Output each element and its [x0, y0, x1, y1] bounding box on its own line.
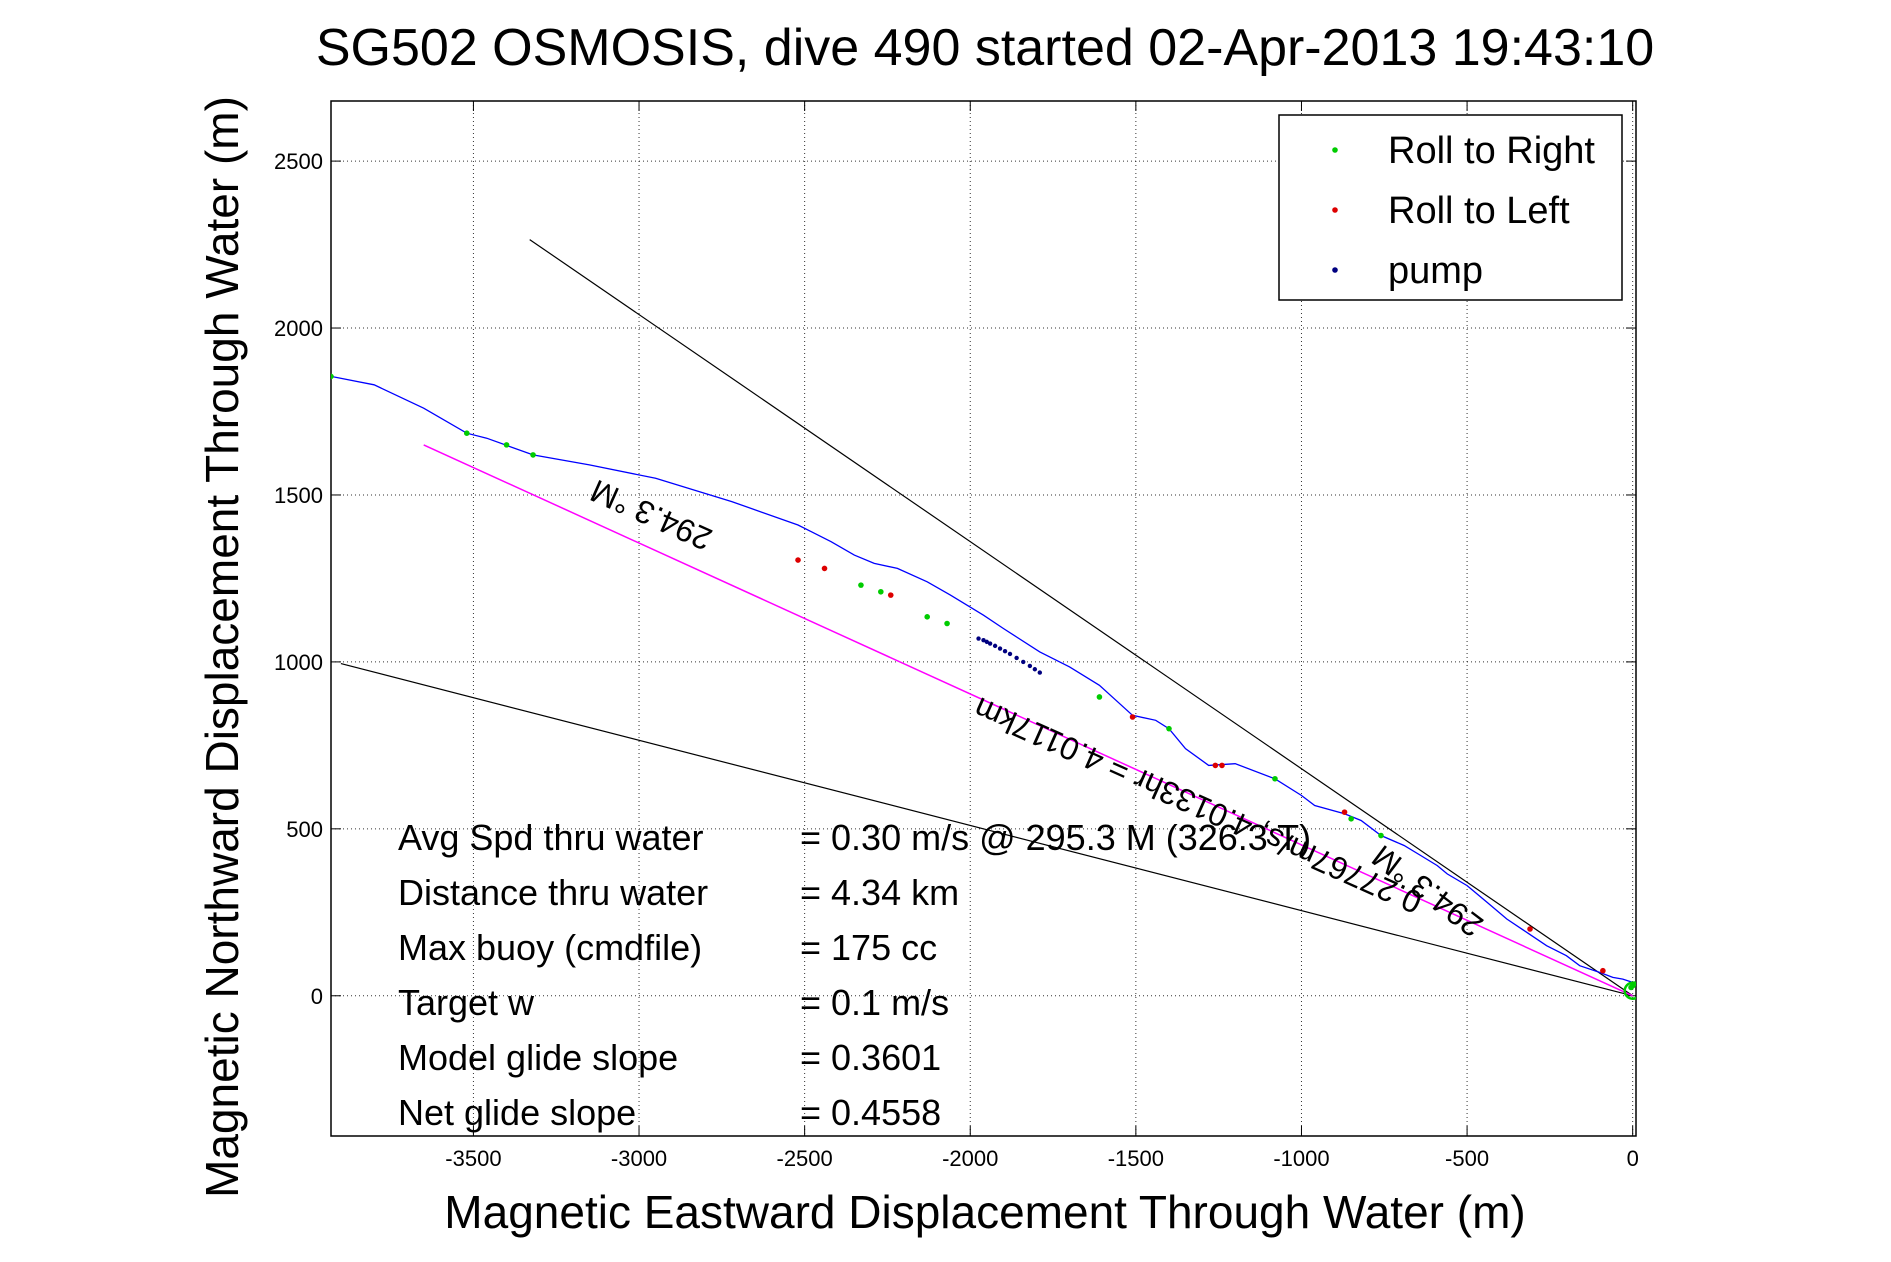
- y-tick-label: 1500: [274, 483, 323, 508]
- pump-point: [1037, 670, 1043, 675]
- roll-right-point: [944, 620, 950, 627]
- x-tick-label: -2500: [777, 1146, 833, 1171]
- roll-right-point: [530, 452, 536, 458]
- bound-line: [340, 663, 1633, 997]
- stat-label: Net glide slope: [398, 1092, 636, 1133]
- stat-value: = 4.34 km: [800, 872, 959, 913]
- x-tick-label: 0: [1627, 1146, 1639, 1171]
- stat-value: = 0.3601: [800, 1037, 941, 1078]
- y-tick-label: 1000: [274, 650, 323, 675]
- dive-end-circle: [1623, 981, 1636, 1001]
- net-displacement-line: [423, 444, 1634, 997]
- roll-right-point: [1096, 694, 1103, 700]
- roll-left-point: [1341, 809, 1348, 815]
- roll-left-point: [1129, 714, 1136, 720]
- pump-point: [1007, 651, 1013, 657]
- roll-right-point: [1348, 816, 1354, 822]
- pump-point: [1032, 667, 1038, 672]
- roll-right-point: [1272, 775, 1278, 782]
- stat-value: = 0.4558: [800, 1092, 941, 1133]
- roll-left-point: [887, 592, 894, 598]
- pump-point: [1021, 659, 1026, 665]
- x-tick-label: -500: [1445, 1146, 1489, 1171]
- legend-marker: [1332, 207, 1338, 213]
- x-tick-label: -1000: [1273, 1146, 1329, 1171]
- stat-value: = 0.1 m/s: [800, 982, 949, 1023]
- legend-label: Roll to Right: [1388, 130, 1595, 172]
- chart-title: SG502 OSMOSIS, dive 490 started 02-Apr-2…: [316, 19, 1654, 77]
- stats-block: Avg Spd thru water = 0.30 m/s @ 295.3 M (…: [398, 817, 1311, 1133]
- x-tick-label: -3000: [611, 1146, 667, 1171]
- data-lines: [331, 239, 1634, 997]
- roll-right-point: [1378, 832, 1384, 839]
- y-axis-label: Magnetic Northward Displacement Through …: [196, 96, 248, 1198]
- stat-label: Model glide slope: [398, 1037, 678, 1078]
- roll-right-point: [463, 430, 470, 437]
- x-axis-label: Magnetic Eastward Displacement Through W…: [444, 1186, 1525, 1238]
- pump-point: [1014, 655, 1019, 661]
- y-tick-label: 2500: [274, 149, 323, 174]
- legend: Roll to Right Roll to Left pump: [1278, 114, 1623, 301]
- stat-value: = 0.30 m/s @ 295.3 M (326.3 T): [800, 817, 1311, 858]
- roll-right-point: [924, 614, 930, 620]
- roll-left-point: [821, 565, 828, 572]
- roll-right-point: [858, 582, 864, 588]
- pump-point: [987, 641, 993, 646]
- bound-line: [529, 239, 1634, 997]
- pump-point: [1002, 649, 1008, 654]
- stat-label: Avg Spd thru water: [398, 817, 704, 858]
- stat-label: Target w: [398, 982, 535, 1023]
- roll-right-point: [503, 442, 510, 448]
- roll-left-point: [1527, 926, 1533, 932]
- roll-right-point: [331, 373, 334, 380]
- pump-point: [997, 646, 1003, 651]
- stat-value: = 175 cc: [800, 927, 937, 968]
- legend-label: Roll to Left: [1388, 190, 1570, 232]
- pump-point: [1027, 663, 1033, 669]
- data-markers: [331, 373, 1636, 1001]
- stat-label: Distance thru water: [398, 872, 708, 913]
- x-tick-label: -1500: [1108, 1146, 1164, 1171]
- roll-left-point: [1600, 967, 1606, 974]
- roll-left-point: [1212, 762, 1219, 769]
- legend-marker: [1332, 267, 1338, 273]
- roll-left-point: [795, 557, 801, 563]
- roll-left-point: [1219, 762, 1225, 769]
- axis-ticks: -3500 -3000 -2500 -2000 -1500 -1000 -500 0 0 500 1…: [274, 101, 1639, 1171]
- glider-track-line: [331, 375, 1633, 984]
- pump-point: [976, 636, 981, 641]
- legend-label: pump: [1388, 250, 1483, 292]
- roll-right-point: [878, 588, 884, 595]
- y-tick-label: 2000: [274, 316, 323, 341]
- pump-point: [981, 638, 986, 643]
- y-tick-label: 500: [286, 817, 323, 842]
- x-tick-label: -2000: [942, 1146, 998, 1171]
- pump-point: [992, 643, 998, 649]
- x-tick-label: -3500: [445, 1146, 501, 1171]
- y-tick-label: 0: [311, 984, 323, 1009]
- legend-marker: [1332, 147, 1338, 153]
- stat-label: Max buoy (cmdfile): [398, 927, 702, 968]
- roll-right-point: [1166, 725, 1172, 732]
- pump-point: [984, 639, 990, 645]
